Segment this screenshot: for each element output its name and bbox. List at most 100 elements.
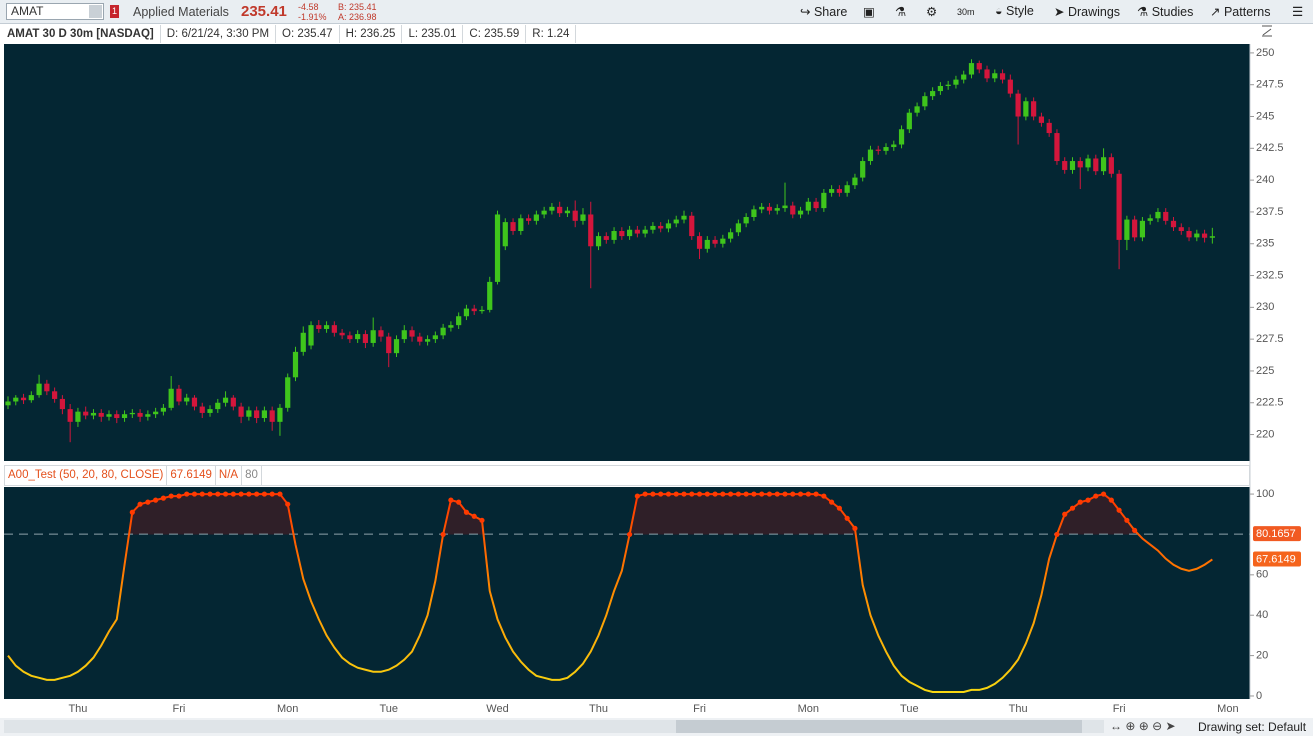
candle-body [1194, 233, 1200, 238]
share-button[interactable]: ↪ Share [800, 5, 848, 19]
y-tick-label: 250 [1256, 47, 1274, 59]
candle-body [114, 414, 120, 419]
y-tick-label: 40 [1256, 609, 1268, 621]
bid: B: 235.41 [338, 2, 377, 12]
candle-body [867, 149, 874, 162]
drawings-button[interactable]: ➤ Drawings [1054, 5, 1121, 19]
alert-badge[interactable]: 1 [110, 5, 119, 18]
candle-body [378, 330, 384, 337]
menu-button[interactable]: ☰ [1292, 5, 1304, 19]
symbol-dropdown[interactable] [89, 5, 102, 18]
price-plot [5, 59, 1215, 443]
candle-body [300, 332, 306, 352]
candle-body [751, 209, 757, 218]
candle-body [603, 236, 609, 240]
overbought-dot [137, 501, 143, 507]
studies-label[interactable]: Studies [1151, 5, 1194, 19]
overbought-dot [689, 491, 695, 497]
overbought-dot [222, 491, 229, 497]
bar-low: L: 235.01 [402, 25, 464, 43]
candle-body [634, 229, 640, 234]
bar-open: O: 235.47 [276, 25, 340, 43]
scroll-thumb[interactable] [676, 720, 1082, 733]
value-tag-label: 67.6149 [1256, 553, 1296, 565]
overbought-dot [440, 531, 446, 538]
y-tick-label: 230 [1256, 301, 1274, 313]
candle-body [494, 214, 501, 282]
candle-body [1077, 161, 1083, 168]
candle-body [533, 214, 539, 221]
zoom-controls[interactable]: ↔ ⊕ ⊕ ⊖ ➤ [1110, 719, 1176, 733]
share-label[interactable]: Share [813, 5, 848, 19]
drawings-label[interactable]: Drawings [1067, 5, 1121, 19]
y-tick-label: 245 [1256, 110, 1274, 122]
settings-button[interactable]: ⚙ [926, 5, 938, 19]
y-tick-label: 0 [1256, 690, 1262, 702]
overbought-dot [184, 491, 190, 497]
symbol[interactable]: AMAT [11, 4, 44, 18]
timeframe-button[interactable]: 30m [957, 7, 975, 17]
indicator-plot [4, 491, 1250, 693]
y-tick-label: 227.5 [1256, 333, 1284, 345]
lab-button[interactable]: ⚗ [895, 5, 907, 19]
study-title[interactable]: A00_Test (50, 20, 80, CLOSE) [5, 466, 168, 485]
bar-close: C: 235.59 [463, 25, 527, 43]
candle-body [36, 383, 42, 396]
candle-body [1201, 233, 1208, 238]
candle-body [1069, 161, 1076, 170]
snapshot-button[interactable]: ▣ [863, 5, 875, 19]
overbought-dot [759, 491, 765, 497]
overbought-dot [160, 495, 166, 501]
reference-tag [1253, 526, 1301, 542]
y-tick-label: 60 [1256, 569, 1268, 581]
candle-body [1054, 133, 1060, 162]
candle-body [199, 406, 205, 413]
candle-body [658, 225, 664, 229]
candle-body [160, 407, 166, 412]
candle-body [261, 410, 268, 419]
studies-button[interactable]: ⚗ Studies [1137, 5, 1194, 19]
candle-body [316, 325, 322, 329]
candle-body [28, 395, 34, 401]
candle-body [1209, 236, 1215, 238]
bottom-bar: ↔ ⊕ ⊕ ⊖ ➤ Drawing set: Default [0, 718, 1313, 736]
candle-body [681, 215, 687, 220]
symbol-input[interactable]: AMAT [6, 3, 104, 20]
patterns-button[interactable]: ↗ Patterns [1210, 5, 1271, 19]
candle-body [59, 398, 65, 410]
overbought-dot [463, 509, 470, 515]
candle-body [1155, 211, 1161, 219]
candle-body [362, 334, 369, 343]
candle-body [564, 210, 571, 214]
x-tick-label: Fri [693, 703, 706, 715]
style-label[interactable]: Style [1006, 4, 1034, 18]
overbought-dot [805, 491, 811, 497]
candle-body [704, 239, 710, 249]
overbought-dot [145, 499, 151, 505]
candle-body [557, 206, 563, 214]
candle-body [953, 79, 959, 85]
candle-body [417, 336, 423, 342]
drawing-set[interactable]: Drawing set: Default [1198, 720, 1307, 734]
overbought-dot [681, 491, 687, 497]
candle-body [285, 377, 291, 408]
x-tick-label: Tue [900, 703, 919, 715]
overbought-dot [813, 491, 819, 497]
candle-body [821, 192, 827, 209]
candle-body [1023, 101, 1029, 117]
patterns-label[interactable]: Patterns [1223, 5, 1271, 19]
candle-body [720, 238, 726, 244]
axis-settings-icon[interactable] [1262, 25, 1272, 37]
y-tick-label: 240 [1256, 174, 1274, 186]
x-tick-label: Mon [798, 703, 819, 715]
overbought-dot [168, 493, 174, 499]
candle-body [1186, 231, 1192, 238]
candle-body [168, 388, 174, 408]
candle-body [891, 144, 897, 148]
x-tick-label: Mon [277, 703, 298, 715]
candle-body [1100, 157, 1107, 172]
style-button[interactable]: ◒ Style [995, 4, 1034, 18]
y-tick-label: 232.5 [1256, 269, 1284, 281]
candle-body [1062, 161, 1068, 170]
candle-body [370, 330, 376, 343]
